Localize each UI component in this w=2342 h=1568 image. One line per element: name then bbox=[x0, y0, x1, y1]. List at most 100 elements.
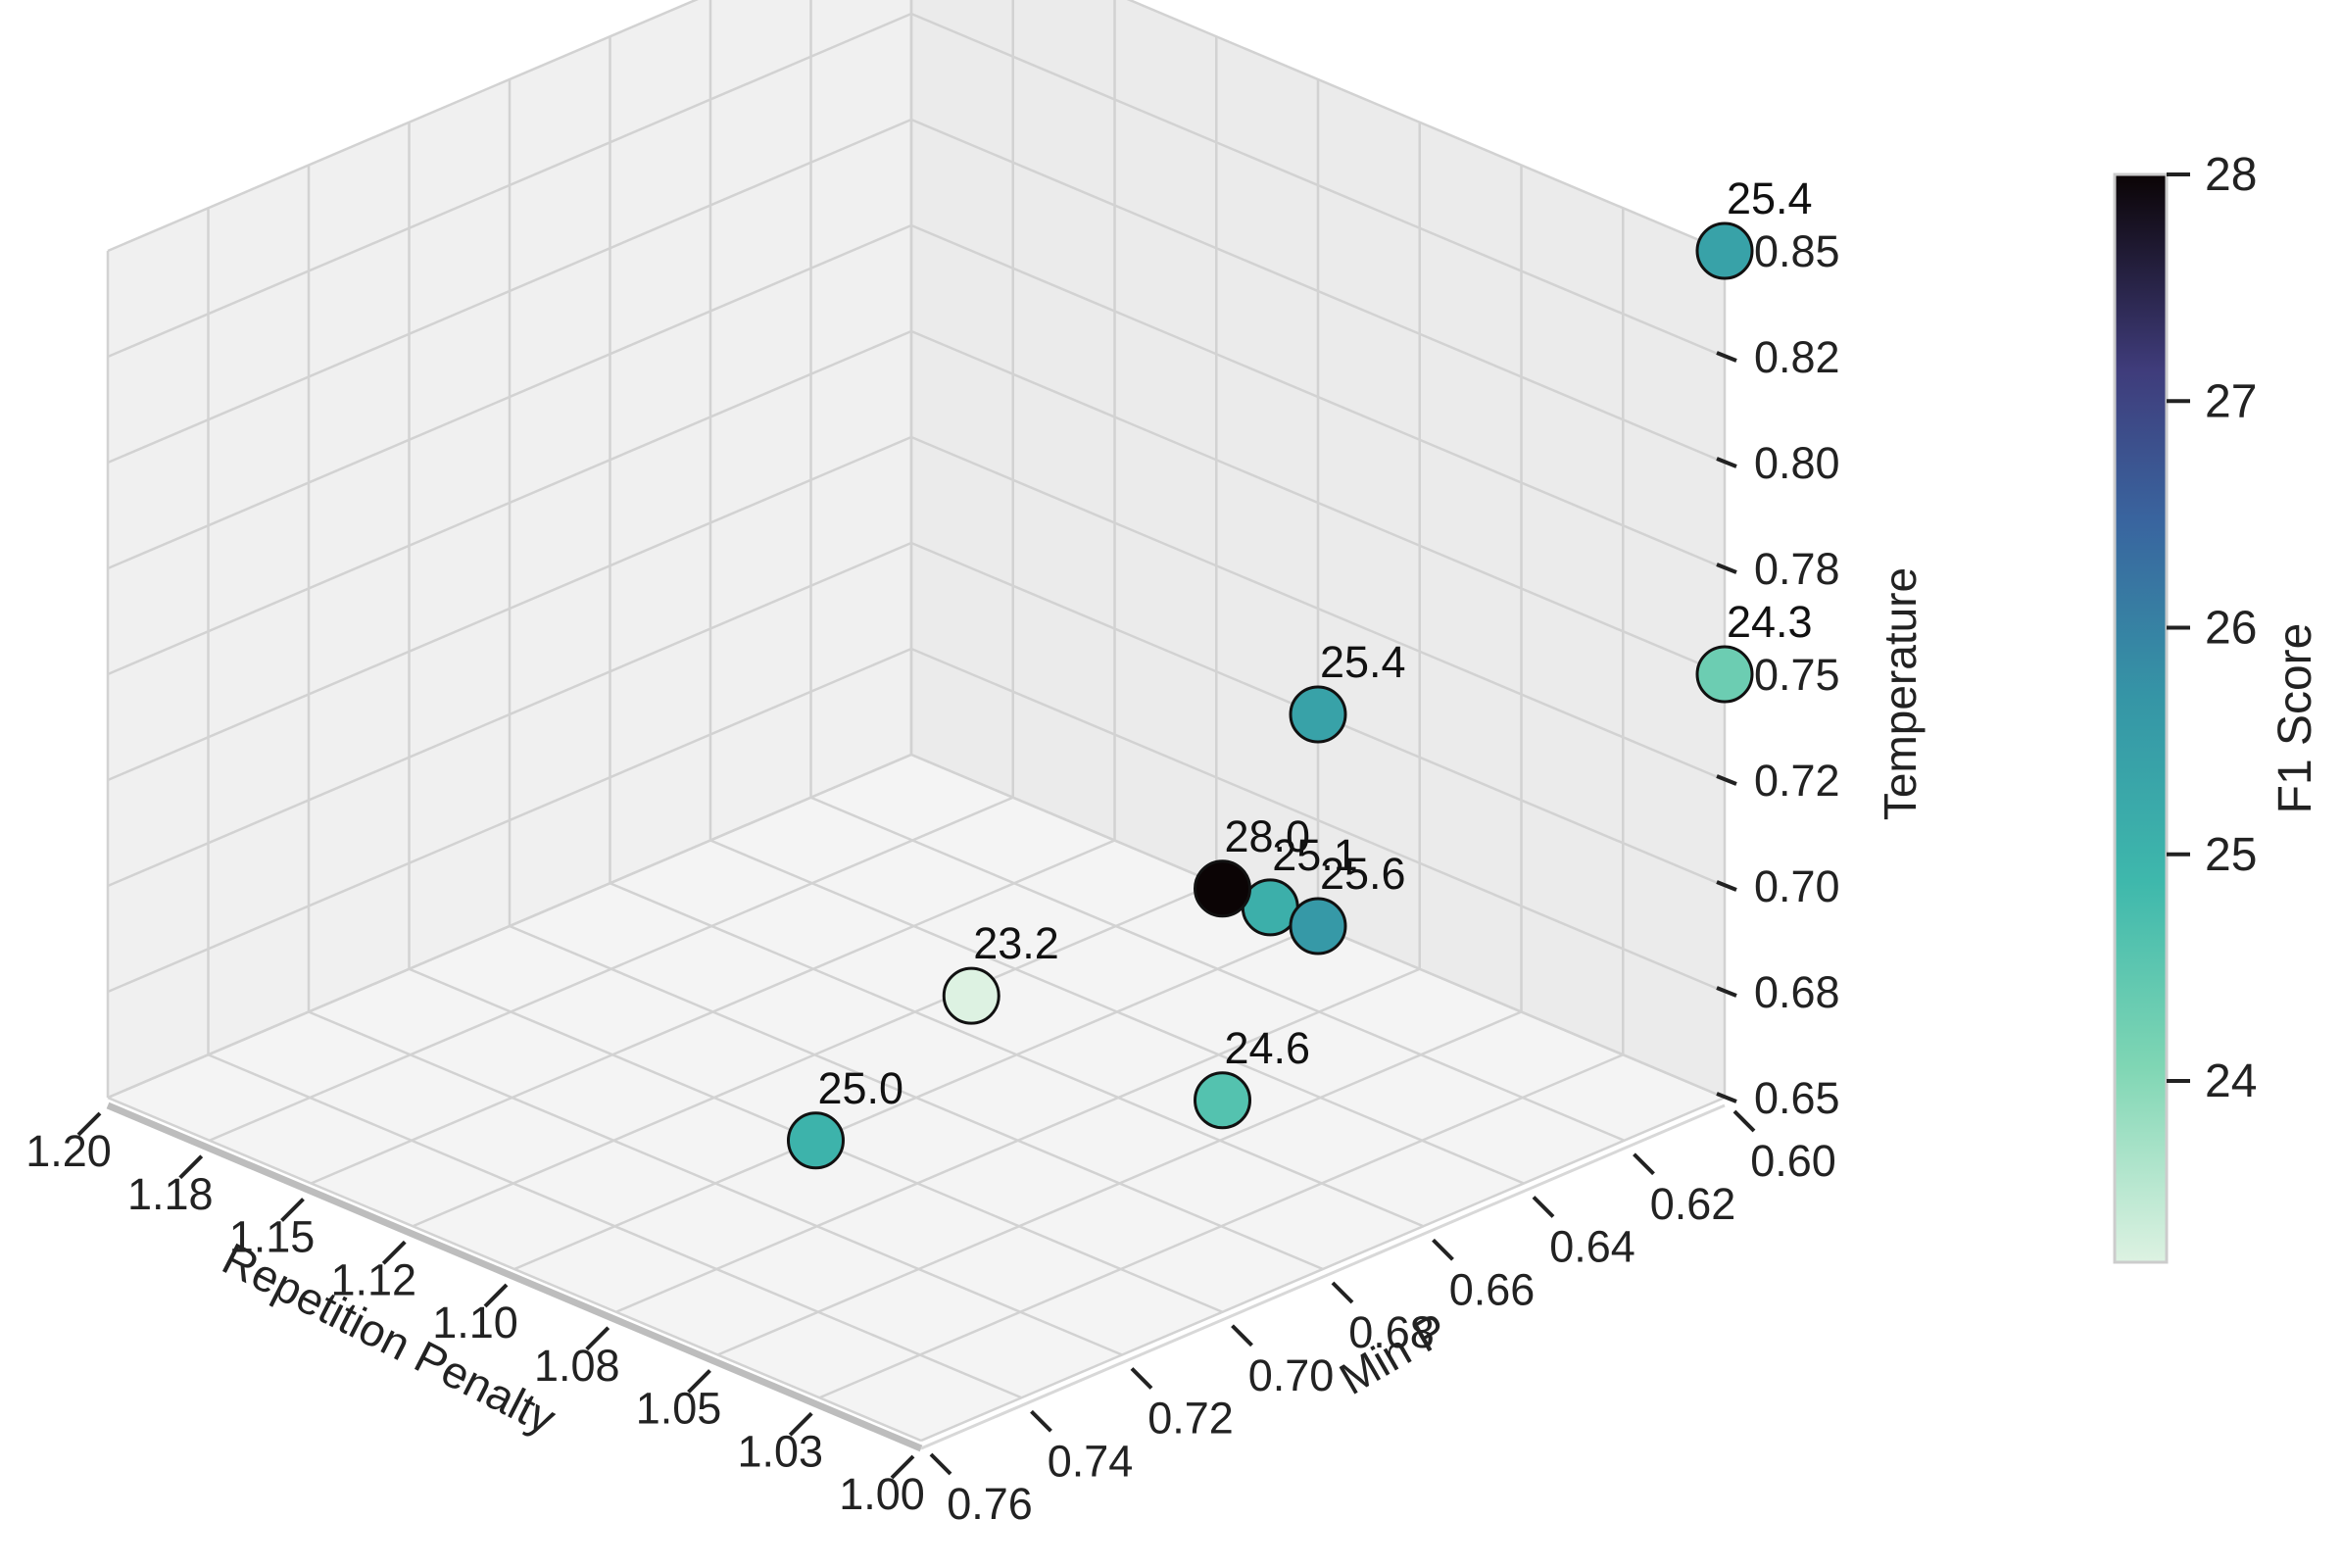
x-tick-label: 1.00 bbox=[839, 1469, 925, 1519]
data-point bbox=[1194, 1071, 1251, 1130]
z-tick-mark bbox=[1716, 880, 1737, 892]
y-tick-label: 0.76 bbox=[947, 1479, 1033, 1529]
data-point bbox=[787, 1111, 845, 1170]
grid-line bbox=[107, 753, 912, 1100]
grid-line bbox=[910, 12, 1726, 359]
grid-line bbox=[208, 1054, 1022, 1399]
grid-line bbox=[910, 329, 1726, 676]
z-tick-label: 0.65 bbox=[1754, 1073, 1840, 1123]
colorbar-tick-label: 27 bbox=[2205, 375, 2257, 427]
colorbar-ticks: 24 25 26 27 28 bbox=[2167, 149, 2257, 1107]
grid-line bbox=[509, 924, 1324, 1271]
x-tick-label: 1.18 bbox=[127, 1169, 214, 1219]
grid-line bbox=[107, 329, 912, 676]
x-tick-mark bbox=[483, 1283, 509, 1308]
z-tick-label: 0.68 bbox=[1754, 967, 1840, 1017]
x-tick-mark bbox=[585, 1326, 610, 1351]
x-tick-mark bbox=[178, 1154, 204, 1180]
z-tick-mark bbox=[1716, 351, 1737, 363]
x-tick-label: 1.10 bbox=[432, 1298, 518, 1348]
point-label: 25.6 bbox=[1320, 849, 1406, 899]
x-tick-mark bbox=[687, 1369, 711, 1394]
z-axis-title: Temperature bbox=[1875, 567, 1926, 820]
z-tick-label: 0.80 bbox=[1754, 438, 1840, 488]
z-tick-mark bbox=[1716, 774, 1737, 786]
y-tick-mark bbox=[1532, 1196, 1555, 1218]
y-tick-mark bbox=[1331, 1281, 1354, 1304]
y-tick-label: 0.60 bbox=[1750, 1136, 1836, 1186]
axes bbox=[106, 1102, 1726, 1452]
x-tick-label: 1.03 bbox=[737, 1426, 823, 1476]
data-points: 25.4 24.3 25.4 25.125.628.0 24.6 23.2 25.0 bbox=[787, 173, 1813, 1170]
x-axis-line bbox=[106, 1102, 923, 1452]
y-tick-label: 0.66 bbox=[1449, 1264, 1536, 1314]
y-tick-label: 0.70 bbox=[1248, 1350, 1335, 1400]
grid-line bbox=[910, 223, 1726, 570]
z-tick-label: 0.82 bbox=[1754, 332, 1840, 382]
grid-line bbox=[1126, 0, 1726, 253]
grid-line bbox=[910, 118, 1726, 465]
x-tick-label: 1.15 bbox=[229, 1212, 316, 1262]
x-tick-label: 1.08 bbox=[534, 1341, 620, 1391]
z-tick-mark bbox=[1716, 1092, 1737, 1103]
y-axis-line bbox=[920, 1103, 1726, 1450]
y-tick-mark bbox=[1231, 1324, 1253, 1348]
grid-line bbox=[107, 0, 699, 253]
z-tick-label: 0.78 bbox=[1754, 544, 1840, 594]
x-tick-label: 1.05 bbox=[636, 1384, 722, 1434]
z-tick-mark bbox=[1716, 986, 1737, 998]
y-tick-mark bbox=[1130, 1367, 1153, 1390]
x-tick-mark bbox=[381, 1240, 407, 1265]
z-tick-mark bbox=[1716, 563, 1737, 574]
y-tick-label: 0.72 bbox=[1147, 1394, 1234, 1444]
point-label: 28.0 bbox=[1225, 811, 1311, 861]
grid-line bbox=[107, 1096, 922, 1443]
point-label: 25.1 bbox=[1272, 830, 1358, 880]
colorbar-tick-label: 24 bbox=[2205, 1055, 2257, 1107]
x-tick-label: 1.12 bbox=[330, 1254, 416, 1304]
y-tick-label: 0.68 bbox=[1348, 1307, 1435, 1357]
y-tick-label: 0.74 bbox=[1048, 1436, 1134, 1486]
data-point bbox=[1695, 221, 1754, 280]
colorbar-title: F1 Score bbox=[2269, 623, 2321, 814]
grid-line bbox=[412, 882, 1217, 1228]
colorbar bbox=[2113, 172, 2169, 1264]
grid-line bbox=[107, 12, 912, 359]
x-tick-mark bbox=[788, 1411, 813, 1437]
grid-line bbox=[209, 796, 1014, 1142]
x-tick-mark bbox=[890, 1454, 915, 1480]
y-tick-mark bbox=[1732, 1109, 1756, 1133]
data-point bbox=[1289, 685, 1347, 744]
grid-line bbox=[308, 1010, 1123, 1356]
point-label: 25.4 bbox=[1727, 173, 1813, 223]
y-tick-label: 0.62 bbox=[1650, 1179, 1736, 1229]
z-tick-label: 0.72 bbox=[1754, 756, 1840, 806]
y-tick-mark bbox=[1633, 1152, 1655, 1176]
data-point bbox=[942, 966, 1000, 1025]
grid-line bbox=[311, 839, 1115, 1185]
z-tick-label: 0.85 bbox=[1754, 226, 1840, 276]
x-tick-label: 1.20 bbox=[25, 1126, 112, 1176]
z-tick-mark bbox=[1716, 457, 1737, 468]
y-tick-mark bbox=[1030, 1409, 1052, 1433]
point-label: 25.4 bbox=[1320, 637, 1406, 687]
point-label: 24.3 bbox=[1727, 597, 1813, 647]
point-label: 24.6 bbox=[1225, 1023, 1311, 1073]
grid-line bbox=[107, 118, 912, 465]
z-tick-label: 0.75 bbox=[1754, 650, 1840, 700]
grid-lines bbox=[106, 0, 1727, 1443]
colorbar-tick-label: 26 bbox=[2205, 603, 2257, 655]
data-point bbox=[1695, 645, 1754, 704]
point-label: 25.0 bbox=[818, 1063, 904, 1113]
x-tick-mark bbox=[76, 1111, 102, 1137]
point-label: 23.2 bbox=[973, 918, 1059, 968]
colorbar-tick-label: 28 bbox=[2205, 149, 2257, 201]
axes-panes bbox=[108, 0, 1725, 1441]
data-point bbox=[1194, 859, 1251, 918]
y-tick-mark bbox=[1432, 1238, 1454, 1261]
x-tick-mark bbox=[280, 1198, 305, 1222]
tick-labels: 1.00 1.03 1.05 1.08 1.10 1.12 1.15 1.18 1.20 0.60… bbox=[25, 226, 1839, 1529]
y-tick-mark bbox=[929, 1452, 952, 1476]
grid-line bbox=[107, 223, 912, 570]
